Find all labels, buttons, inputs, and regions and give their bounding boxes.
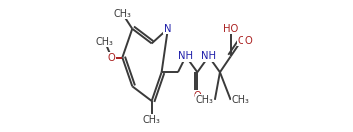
Text: NH: NH	[201, 51, 216, 61]
Text: CH₃: CH₃	[143, 115, 161, 125]
Text: O: O	[193, 91, 201, 101]
Text: O: O	[108, 53, 115, 63]
Text: NH: NH	[178, 51, 193, 61]
Text: O: O	[244, 36, 252, 46]
Text: CH₃: CH₃	[96, 37, 114, 47]
Text: HO: HO	[223, 24, 238, 34]
Text: CH₃: CH₃	[113, 9, 131, 18]
Text: O: O	[238, 36, 245, 46]
Text: CH₃: CH₃	[232, 95, 250, 105]
Text: CH₃: CH₃	[196, 95, 214, 105]
Text: N: N	[164, 24, 172, 34]
